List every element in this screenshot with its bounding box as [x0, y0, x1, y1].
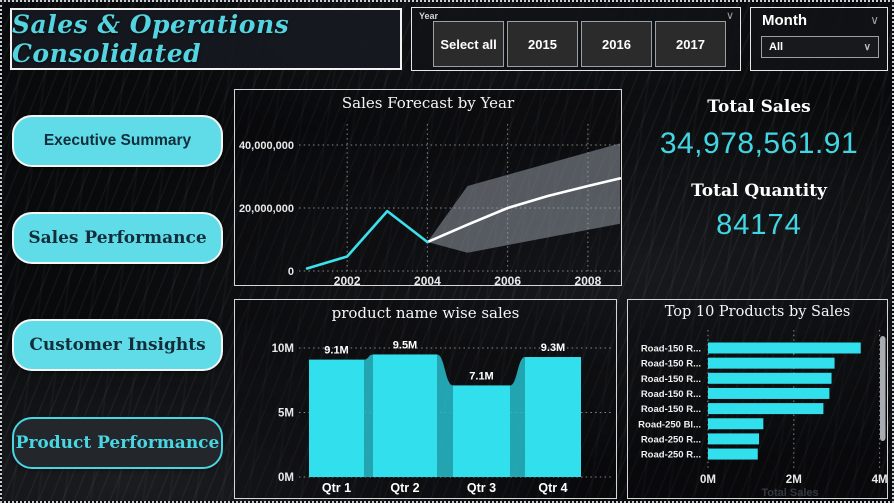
year-buttons: Select all 2015 2016 2017: [433, 21, 726, 67]
x-tick-label: 2008: [575, 274, 602, 285]
x-tick-label: 2006: [494, 274, 521, 285]
product-sales-chart: 0M 5M 10M 9.1M Qtr 1 9.5M Qtr 2 7.1M Qtr 3 9.3M Qt…: [272, 339, 611, 495]
forecast-line: [426, 177, 621, 244]
month-slicer: Month ∨ All ∨: [750, 7, 888, 71]
ribbon-connector: [510, 357, 525, 477]
sales-forecast-panel: Sales Forecast by Year 0 20,000,000 40,000…: [234, 89, 622, 286]
top-products-panel: Top 10 Products by Sales 0M 2M 4M Road-150 …: [627, 299, 888, 499]
y-tick-label: 5M: [278, 408, 294, 420]
chevron-down-icon[interactable]: ∨: [870, 13, 879, 27]
top-products-chart: 0M 2M 4M Road-150 R... Road-150 R... Road-150…: [638, 330, 887, 498]
x-tick-label: 0M: [700, 474, 716, 486]
y-tick-label: 20,000,000: [239, 203, 294, 215]
year-option-select-all[interactable]: Select all: [433, 21, 504, 67]
top-products-title: Top 10 Products by Sales: [664, 304, 851, 320]
scrollbar[interactable]: [880, 336, 886, 441]
total-sales-label: Total Sales: [707, 97, 811, 117]
product-bar[interactable]: [708, 418, 764, 430]
product-bar[interactable]: [708, 357, 835, 369]
product-bar[interactable]: [708, 448, 758, 460]
product-bar[interactable]: [708, 433, 760, 445]
bar-value-label: 9.5M: [393, 339, 417, 351]
sidebar-item-product-performance[interactable]: Product Performance: [12, 417, 223, 469]
bar-value-label: 9.3M: [541, 342, 565, 354]
x-category-label: Qtr 2: [390, 481, 419, 495]
total-quantity-label: Total Quantity: [691, 181, 827, 201]
product-label: Road-150 R...: [641, 374, 701, 385]
sidebar-item-customer-insights[interactable]: Customer Insights: [12, 319, 223, 371]
product-label: Road-150 R...: [641, 389, 701, 400]
x-category-label: Qtr 4: [538, 481, 567, 495]
month-slicer-label: Month: [762, 12, 807, 29]
product-bar[interactable]: [708, 342, 861, 354]
ribbon-connector: [437, 354, 453, 477]
product-label: Road-150 R...: [641, 344, 701, 355]
page-title: Sales & Operations Consolidated: [12, 10, 290, 68]
x-tick-label: 4M: [872, 474, 887, 486]
x-category-label: Qtr 3: [467, 481, 496, 495]
y-tick-label: 0M: [278, 472, 294, 484]
y-tick-label: 10M: [272, 343, 294, 355]
year-slicer-label: Year: [419, 11, 439, 21]
product-bar[interactable]: [708, 372, 832, 384]
bar-value-label: 9.1M: [324, 345, 348, 357]
dashboard-title-box: Sales & Operations Consolidated: [10, 8, 402, 70]
sidebar-item-executive-summary[interactable]: Executive Summary: [12, 115, 223, 167]
year-option-2016[interactable]: 2016: [581, 21, 652, 67]
x-axis-title: Total Sales: [761, 487, 818, 498]
product-bar[interactable]: [708, 403, 824, 415]
x-category-label: Qtr 1: [322, 481, 351, 495]
month-dropdown-value: All: [769, 41, 784, 53]
sidebar-item-sales-performance[interactable]: Sales Performance: [12, 212, 223, 264]
bar-qtr-4[interactable]: [525, 357, 581, 477]
product-sales-title: product name wise sales: [331, 304, 520, 322]
year-option-2015[interactable]: 2015: [507, 21, 578, 67]
sales-forecast-title: Sales Forecast by Year: [341, 94, 515, 112]
year-slicer: Year ∨ Select all 2015 2016 2017: [411, 7, 741, 71]
total-sales-value: 34,978,561.91: [659, 127, 859, 160]
bar-qtr-2[interactable]: [373, 354, 437, 477]
y-tick-label: 0: [288, 266, 294, 278]
x-tick-label: 2002: [334, 274, 361, 285]
product-label: Road-250 Bl...: [638, 419, 701, 430]
sales-forecast-chart: 0 20,000,000 40,000,000 2002 2004 2006 2008: [239, 124, 621, 285]
chevron-down-icon[interactable]: ∨: [725, 10, 734, 22]
confidence-band: [427, 143, 620, 253]
y-tick-label: 40,000,000: [239, 140, 294, 152]
bar-value-label: 7.1M: [469, 370, 493, 382]
x-tick-label: 2M: [786, 474, 802, 486]
product-bar[interactable]: [708, 387, 830, 399]
ribbon-connector: [364, 354, 373, 477]
product-sales-panel: product name wise sales 0M 5M 10M 9.1M Qtr 1…: [234, 299, 617, 499]
x-tick-label: 2004: [414, 274, 441, 285]
bar-qtr-3[interactable]: [453, 385, 510, 477]
bar-qtr-1[interactable]: [309, 359, 364, 477]
kpi-panel: Total Sales 34,978,561.91 Total Quantity…: [630, 89, 888, 286]
actual-line: [305, 209, 429, 270]
year-option-2017[interactable]: 2017: [655, 21, 726, 67]
product-label: Road-250 R...: [641, 434, 701, 445]
product-label: Road-150 R...: [641, 359, 701, 370]
product-label: Road-150 R...: [641, 404, 701, 415]
month-dropdown[interactable]: All ∨: [761, 36, 879, 58]
total-quantity-value: 84174: [716, 209, 802, 241]
product-label: Road-250 R...: [641, 450, 701, 461]
chevron-down-icon: ∨: [863, 41, 871, 53]
